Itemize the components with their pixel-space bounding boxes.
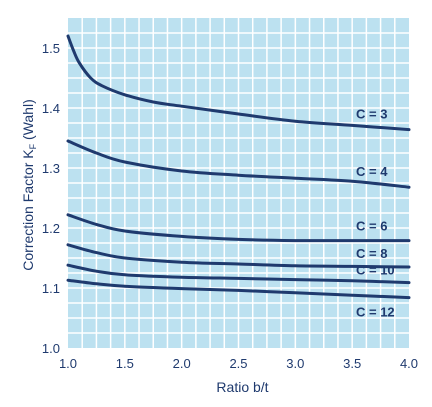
- series-line: [66, 278, 411, 300]
- x-tick-label: 2.5: [229, 356, 247, 371]
- y-tick-label: 1.2: [42, 221, 60, 236]
- horizontal-gridlines: [68, 32, 409, 334]
- y-tick-label: 1.3: [42, 161, 60, 176]
- series-line: [66, 243, 411, 269]
- series-line: [66, 263, 411, 285]
- series-line: [66, 213, 411, 243]
- series-line: [66, 34, 411, 132]
- x-axis-tick-labels: 1.0 1.5 2.0 2.5 3.0 3.5 4.0: [59, 356, 418, 371]
- series-label: C = 3: [356, 107, 387, 122]
- x-tick-label: 4.0: [400, 356, 418, 371]
- series-curves: [66, 34, 411, 300]
- y-axis-title-main: Correction Factor K: [20, 149, 36, 271]
- series-label: C = 12: [356, 305, 395, 320]
- y-axis-title-subscript: F: [28, 143, 38, 149]
- y-tick-label: 1.0: [42, 341, 60, 356]
- x-tick-label: 1.0: [59, 356, 77, 371]
- y-axis-tick-labels: 1.0 1.1 1.2 1.3 1.4 1.5: [42, 41, 60, 356]
- y-tick-label: 1.4: [42, 101, 60, 116]
- series-line: [66, 139, 411, 189]
- series-label: C = 10: [356, 263, 395, 278]
- x-axis-title: Ratio b/t: [216, 379, 268, 395]
- series-label: C = 8: [356, 246, 387, 261]
- series-labels: C = 3 C = 4 C = 6 C = 8 C = 10 C = 12: [356, 107, 395, 320]
- x-tick-label: 3.5: [343, 356, 361, 371]
- series-label: C = 6: [356, 219, 387, 234]
- y-axis-title: Correction Factor KF (Wahl): [20, 99, 38, 270]
- x-tick-label: 2.0: [173, 356, 191, 371]
- y-tick-label: 1.1: [42, 281, 60, 296]
- x-tick-label: 1.5: [116, 356, 134, 371]
- y-axis-title-suffix: (Wahl): [20, 99, 36, 140]
- series-label: C = 4: [356, 164, 388, 179]
- y-tick-label: 1.5: [42, 41, 60, 56]
- x-tick-label: 3.0: [286, 356, 304, 371]
